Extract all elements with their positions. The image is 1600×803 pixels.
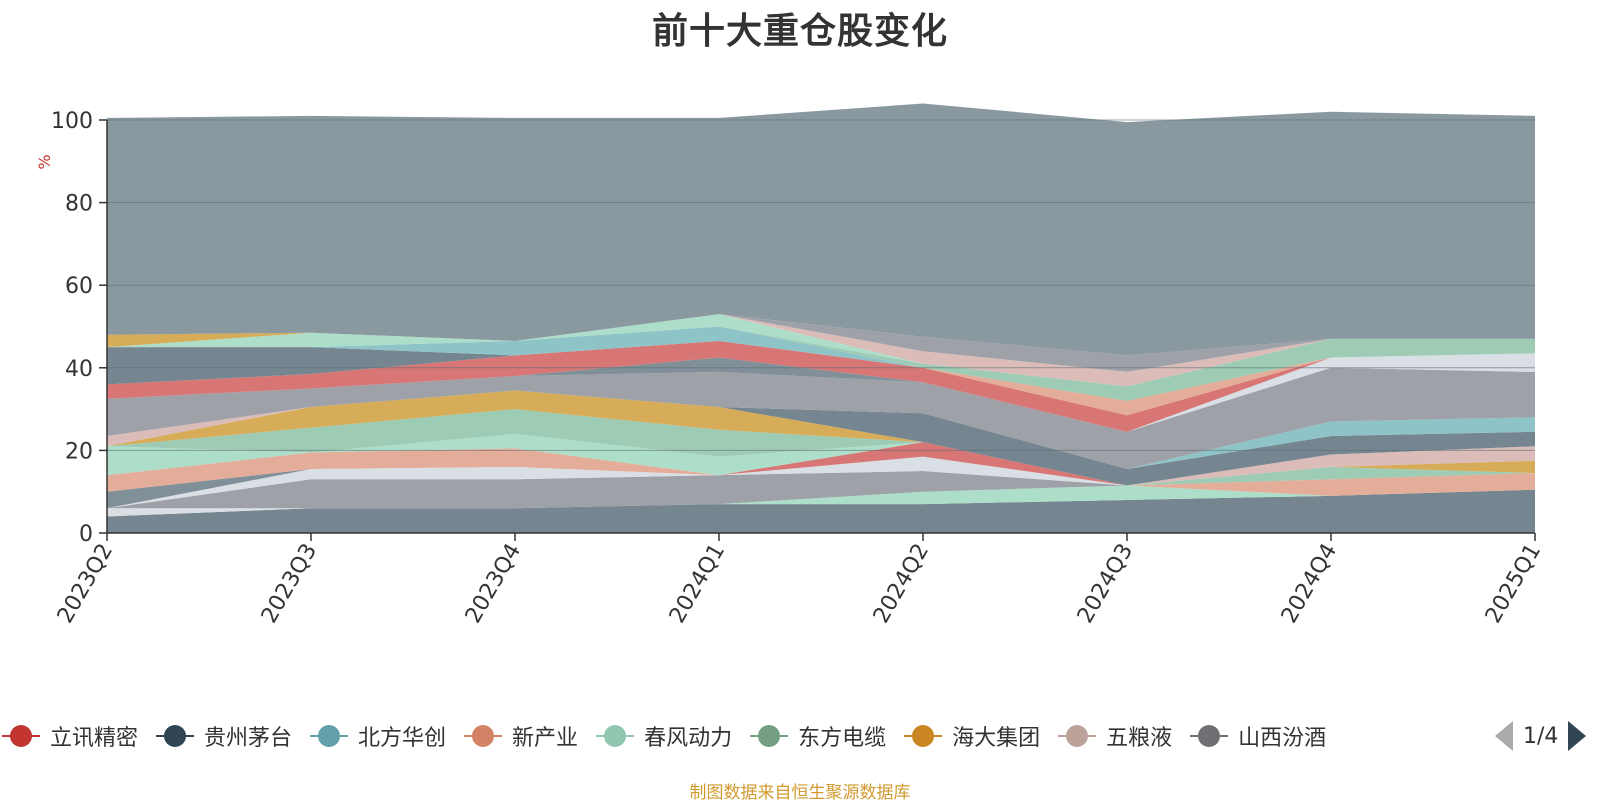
legend-marker-icon — [1190, 725, 1229, 747]
legend-label: 新产业 — [512, 726, 579, 751]
x-tick-label: 2024Q1 — [665, 540, 730, 628]
legend-marker-icon — [750, 725, 789, 747]
legend: 立讯精密 贵州茅台 北方华创 新产业 春风动力 东方电缆 海大集团 五粮液 山西汾酒 1/4 — [0, 716, 1600, 756]
area-band-19 — [107, 353, 1535, 432]
area-band-13 — [107, 409, 1535, 486]
x-tick-label: 2023Q2 — [53, 540, 118, 628]
legend-item[interactable]: 海大集团 — [904, 720, 1040, 752]
area-band-5 — [107, 456, 1535, 509]
legend-label: 北方华创 — [358, 726, 447, 751]
area-band-28 — [107, 314, 1535, 387]
legend-label: 贵州茅台 — [204, 726, 293, 751]
stacked-area-chart: 0 20 40 60 80 100% 2023Q2 2023Q3 2023Q4 2024Q1 202… — [35, 103, 1546, 628]
area-band-8 — [107, 446, 1535, 509]
area-band-29 — [107, 314, 1535, 372]
area-band-2 — [107, 485, 1535, 509]
grid-lines — [107, 119, 1535, 451]
legend-page-indicator: 1/4 — [1523, 723, 1559, 749]
area-band-12 — [107, 433, 1535, 486]
legend-item[interactable]: 立讯精密 — [2, 720, 138, 752]
legend-marker-icon — [1058, 725, 1097, 747]
legend-item[interactable]: 贵州茅台 — [156, 720, 292, 752]
area-band-0 — [107, 489, 1535, 533]
legend-item[interactable]: 春风动力 — [596, 720, 732, 752]
prev-page-icon[interactable] — [1495, 721, 1513, 751]
x-tick-label: 2025Q1 — [1481, 540, 1546, 628]
area-band-4 — [107, 471, 1535, 509]
legend-item[interactable]: 五粮液 — [1058, 720, 1172, 752]
legend-marker-icon — [156, 725, 195, 747]
next-page-icon[interactable] — [1568, 721, 1587, 751]
legend-label: 东方电缆 — [798, 726, 887, 751]
x-tick-label: 2023Q4 — [461, 540, 526, 628]
area-band-24 — [107, 326, 1535, 401]
data-source-note: 制图数据来自恒生聚源数据库 — [689, 783, 911, 803]
y-tick-label: 80 — [65, 192, 93, 217]
y-tick-label: 20 — [65, 439, 93, 464]
legend-pager: 1/4 — [1495, 716, 1587, 756]
area-band-15 — [107, 390, 1535, 486]
area-band-18 — [107, 367, 1535, 469]
legend-viewport: 立讯精密 贵州茅台 北方华创 新产业 春风动力 东方电缆 海大集团 五粮液 山西汾酒 — [0, 716, 1484, 756]
x-tick-label: 2024Q2 — [869, 540, 934, 628]
legend-label: 五粮液 — [1106, 726, 1173, 751]
legend-item[interactable]: 东方电缆 — [750, 720, 886, 752]
area-band-23 — [107, 340, 1535, 401]
legend-marker-icon — [2, 725, 40, 747]
legend-marker-icon — [904, 725, 943, 747]
y-tick-label: 60 — [65, 274, 93, 299]
x-tick-label: 2023Q3 — [257, 540, 322, 628]
legend-marker-icon — [310, 725, 349, 747]
y-tick-label: 100 — [51, 109, 93, 134]
y-tick-label: 0 — [79, 522, 93, 547]
chart-title: 前十大重仓股变化 — [651, 11, 948, 52]
legend-label: 山西汾酒 — [1238, 726, 1327, 751]
legend-item[interactable]: 山西汾酒 — [1190, 720, 1326, 752]
legend-item[interactable]: 新产业 — [464, 720, 578, 752]
area-band-11 — [107, 442, 1535, 492]
legend-item[interactable]: 北方华创 — [310, 720, 446, 752]
area-band-21 — [107, 340, 1535, 432]
legend-label: 海大集团 — [952, 726, 1041, 751]
area-band-3 — [107, 471, 1535, 509]
y-tick-label: 40 — [65, 357, 93, 382]
legend-marker-icon — [596, 725, 635, 747]
x-tick-label: 2024Q4 — [1277, 540, 1342, 628]
legend-track: 立讯精密 贵州茅台 北方华创 新产业 春风动力 东方电缆 海大集团 五粮液 山西汾酒 — [0, 716, 1484, 756]
area-band-30 — [107, 103, 1535, 356]
x-tick-label: 2024Q3 — [1073, 540, 1138, 628]
y-axis-label: % — [35, 154, 54, 169]
area-band-25 — [107, 326, 1535, 401]
legend-label: 立讯精密 — [50, 726, 139, 751]
legend-label: 春风动力 — [644, 726, 733, 751]
area-band-22 — [107, 340, 1535, 416]
area-series — [107, 103, 1535, 533]
legend-marker-icon — [464, 725, 503, 747]
